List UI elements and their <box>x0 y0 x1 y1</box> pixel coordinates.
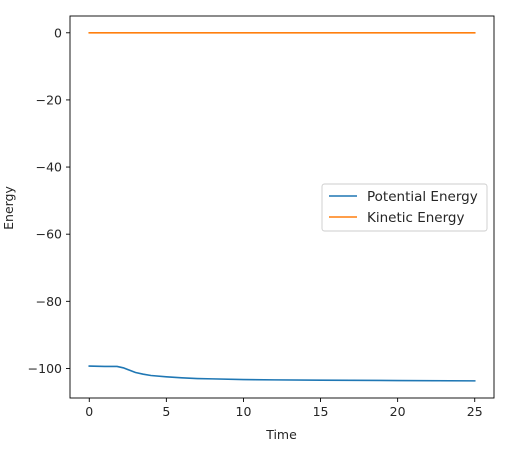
y-tick-label: −20 <box>36 92 62 107</box>
legend-label-0: Potential Energy <box>367 189 478 205</box>
y-tick-label: −100 <box>28 361 62 376</box>
legend-box <box>321 183 488 232</box>
x-tick-label: 0 <box>85 404 93 419</box>
x-axis-label: Time <box>265 427 297 442</box>
series-line-0 <box>88 365 476 382</box>
y-tick-label: −60 <box>36 227 62 242</box>
y-axis-label: Energy <box>1 186 16 230</box>
x-tick-label: 5 <box>162 404 170 419</box>
y-tick-label: −40 <box>36 160 62 175</box>
x-tick-label: 10 <box>236 404 252 419</box>
axes-frame <box>69 15 495 399</box>
y-tick-label: −80 <box>36 294 62 309</box>
x-axis-ticks: 0 5 10 15 20 25 <box>85 398 483 419</box>
legend: Potential Energy Kinetic Energy <box>321 183 488 232</box>
plot-area <box>69 15 495 399</box>
x-tick-label: 15 <box>313 404 329 419</box>
y-tick-label: 0 <box>54 25 62 40</box>
x-tick-label: 20 <box>390 404 406 419</box>
legend-label-1: Kinetic Energy <box>367 210 465 226</box>
y-axis-ticks: 0 −20 −40 −60 −80 −100 <box>28 25 70 376</box>
x-tick-label: 25 <box>467 404 483 419</box>
